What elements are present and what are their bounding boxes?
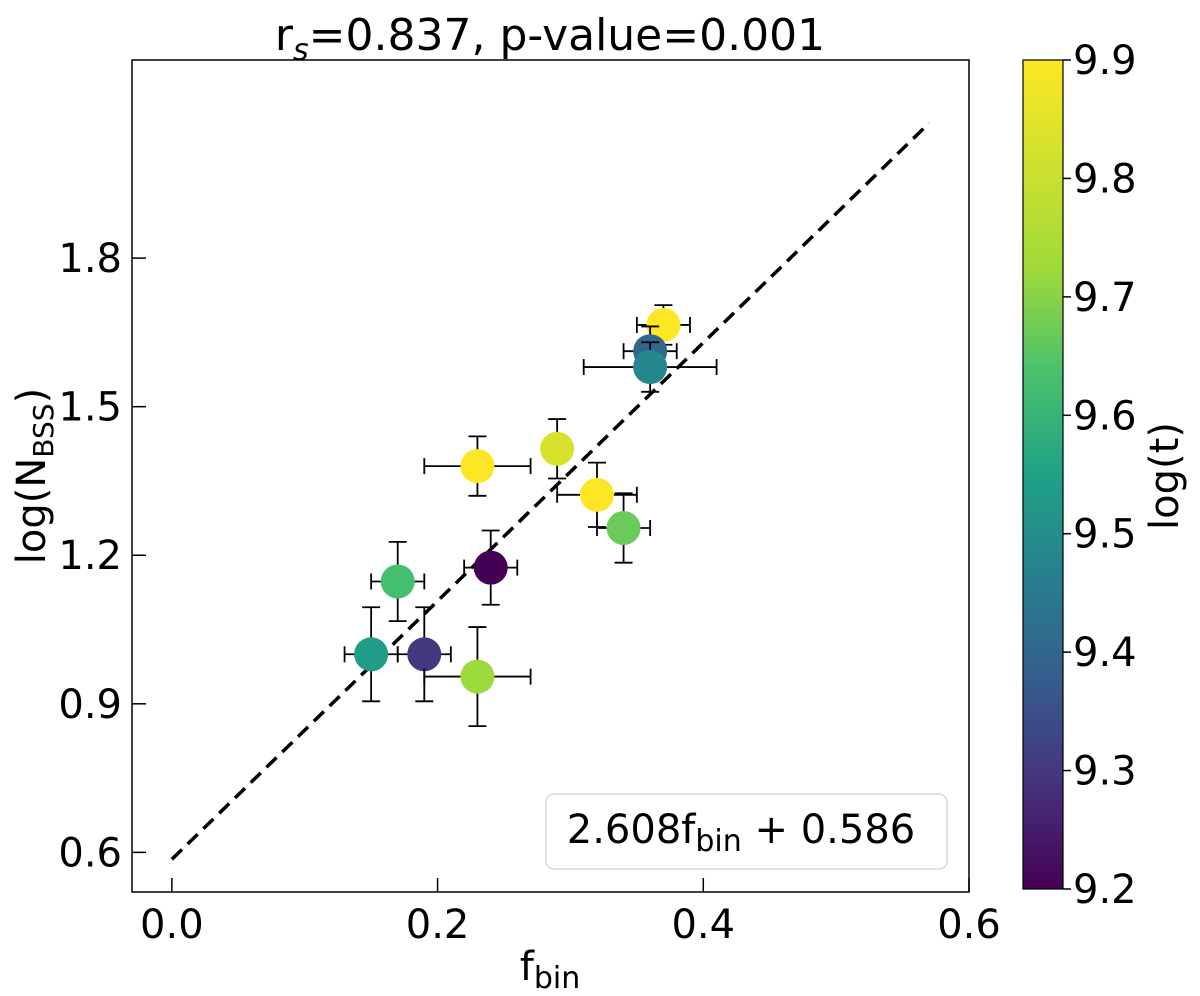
data-marker (540, 431, 575, 466)
data-point (463, 529, 519, 606)
data-marker (380, 564, 415, 599)
colorbar-tick-label: 9.3 (1073, 749, 1137, 795)
data-point (396, 606, 452, 703)
chart-title: rs=0.837, p-value=0.001 (275, 10, 825, 68)
data-point (582, 341, 718, 393)
data-point (540, 418, 575, 480)
fit-annotation: 2.608fbin + 0.586 (545, 793, 948, 870)
fit-line (170, 121, 931, 861)
x-tick-label: 0.0 (140, 902, 204, 948)
colorbar-tick-label: 9.7 (1073, 275, 1137, 321)
data-marker (354, 637, 389, 672)
y-tick-label: 0.9 (58, 682, 122, 728)
colorbar-gradient (1022, 59, 1064, 890)
x-tick-label: 0.2 (406, 902, 470, 948)
x-tick-label: 0.6 (937, 902, 1001, 948)
x-tick-label: 0.4 (671, 902, 735, 948)
colorbar-tick-label: 9.4 (1073, 630, 1137, 676)
colorbar-tick-label: 9.5 (1073, 512, 1137, 558)
y-tick-label: 1.2 (58, 533, 122, 579)
colorbar-label: log(t) (1142, 422, 1188, 530)
data-points (343, 304, 718, 727)
data-marker (646, 307, 681, 342)
data-point (370, 540, 426, 623)
data-marker (580, 477, 614, 512)
colorbar: 9.2 9.3 9.4 9.5 9.6 9.7 9.8 9.9 log(t) (1022, 38, 1188, 913)
data-point (423, 435, 532, 497)
data-point (556, 461, 638, 528)
plot-area (131, 59, 970, 893)
colorbar-tick-label: 9.9 (1073, 38, 1137, 84)
data-marker (473, 550, 508, 585)
y-axis-label: log(NBSS) (9, 388, 60, 564)
colorbar-tick-label: 9.2 (1073, 867, 1137, 913)
data-point (343, 606, 399, 703)
x-axis-label: fbin (520, 944, 581, 996)
data-point (423, 626, 532, 727)
y-axis: 0.6 0.9 1.2 1.5 1.8 (58, 236, 146, 876)
colorbar-tick-label: 9.8 (1073, 156, 1137, 202)
y-tick-label: 1.5 (58, 385, 122, 431)
data-marker (460, 659, 495, 694)
data-marker (633, 350, 668, 385)
data-point (596, 492, 652, 564)
x-axis: 0.0 0.2 0.4 0.6 (140, 878, 1001, 948)
data-point (635, 304, 691, 346)
data-marker (606, 511, 641, 545)
annotation-box (545, 793, 948, 870)
annotation-text: 2.608fbin + 0.586 (567, 807, 915, 859)
y-tick-label: 1.8 (58, 236, 122, 282)
colorbar-ticks: 9.2 9.3 9.4 9.5 9.6 9.7 9.8 9.9 (1063, 38, 1137, 913)
y-tick-label: 0.6 (58, 830, 122, 876)
data-marker (460, 449, 495, 484)
data-marker (407, 637, 442, 672)
colorbar-tick-label: 9.6 (1073, 393, 1137, 439)
